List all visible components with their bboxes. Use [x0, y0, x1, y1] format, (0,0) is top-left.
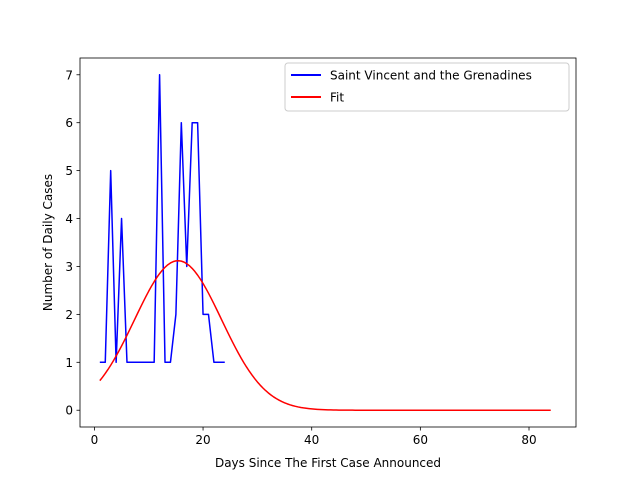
- y-tick-label: 7: [65, 68, 73, 82]
- legend-label-fit: Fit: [330, 91, 344, 105]
- y-tick-label: 0: [65, 404, 73, 418]
- x-tick-label: 0: [91, 433, 99, 447]
- series-line-fit: [99, 259, 551, 411]
- y-tick-label: 3: [65, 260, 73, 274]
- y-tick-label: 5: [65, 164, 73, 178]
- x-tick-label: 20: [195, 433, 210, 447]
- legend-label-saint-vincent: Saint Vincent and the Grenadines: [330, 69, 532, 83]
- plot-area: [80, 58, 576, 427]
- legend-box: [284, 62, 570, 112]
- y-tick-label: 6: [65, 116, 73, 130]
- y-axis-label: Number of Daily Cases: [41, 174, 55, 311]
- legend: Saint Vincent and the Grenadines Fit: [284, 62, 570, 112]
- x-tick-label: 80: [521, 433, 536, 447]
- y-tick-label: 2: [65, 308, 73, 322]
- y-tick-label: 4: [65, 212, 73, 226]
- y-tick-label: 1: [65, 356, 73, 370]
- x-tick-label: 60: [413, 433, 428, 447]
- y-axis-ticks: 0 1 2 3 4 5 6 7: [65, 68, 80, 418]
- x-axis-label: Days Since The First Case Announced: [215, 456, 441, 470]
- x-axis-ticks: 0 20 40 60 80: [91, 427, 537, 447]
- series-layer: [99, 74, 551, 411]
- plot-frame: [79, 57, 577, 428]
- x-tick-label: 40: [304, 433, 319, 447]
- series-line-saint-vincent: [99, 74, 225, 364]
